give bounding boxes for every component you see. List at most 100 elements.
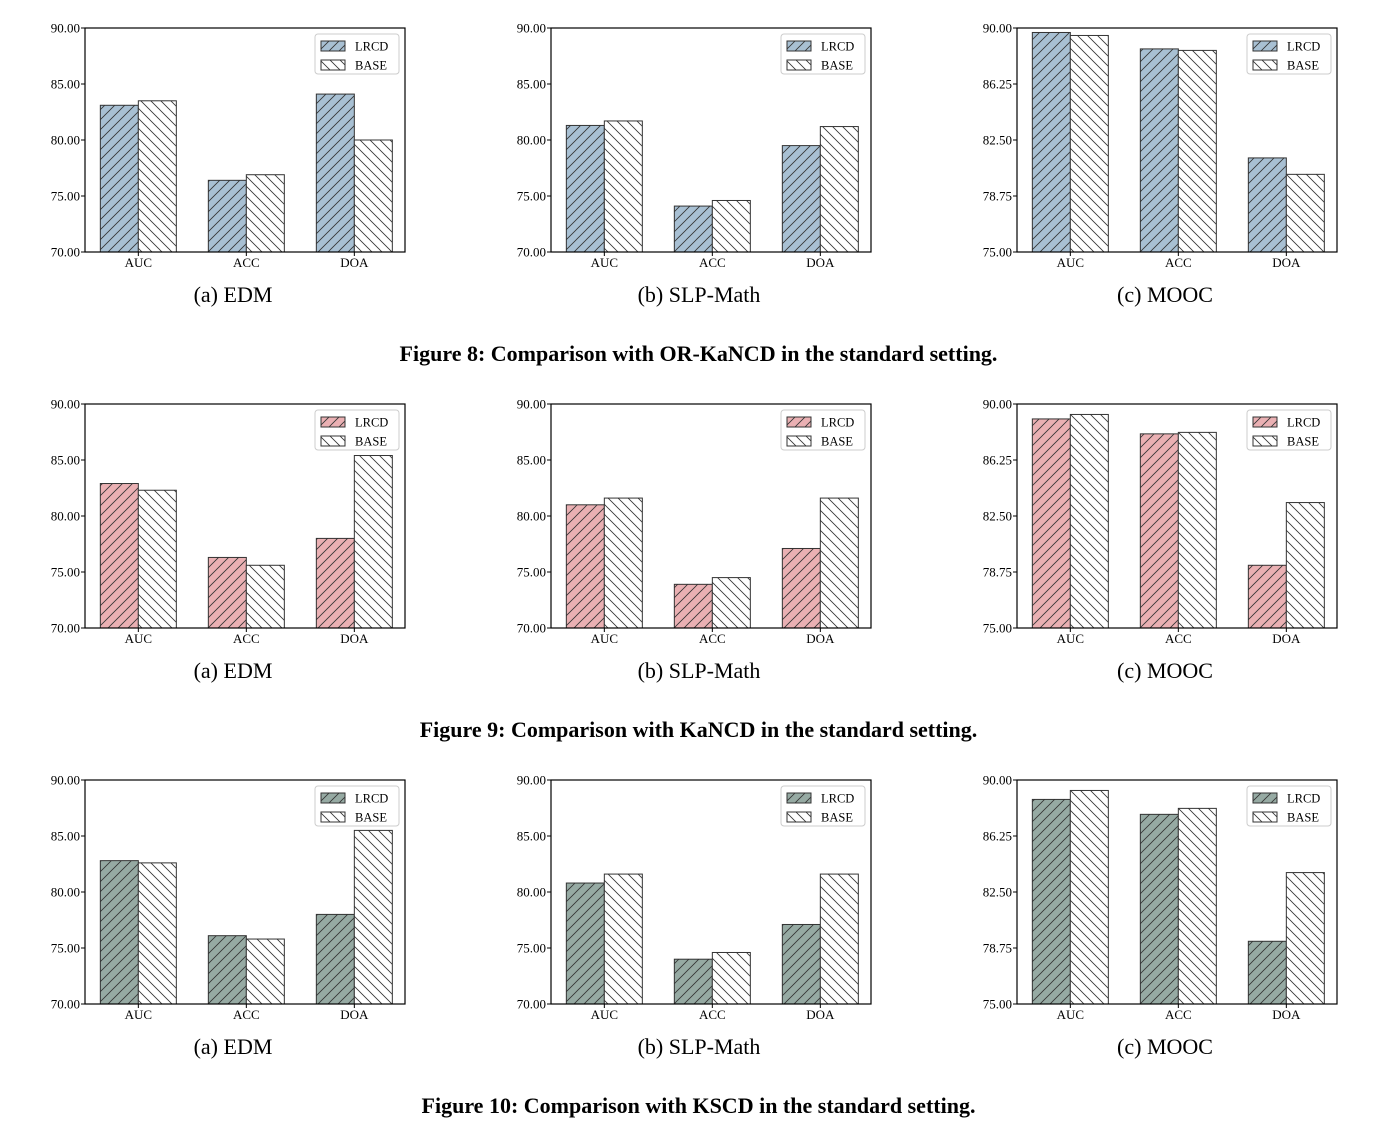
x-tick-label: AUC — [125, 1007, 152, 1022]
y-tick-label: 85.00 — [517, 453, 546, 468]
legend-swatch-lrcd — [320, 40, 346, 52]
legend-swatch-base — [320, 59, 346, 71]
x-tick-label: AUC — [125, 255, 152, 270]
legend: LRCD BASE — [780, 33, 866, 75]
bar-chart: 75.00 78.75 82.50 86.25 90.00 AUC ACC DOA LRCD BA… — [983, 21, 1338, 270]
y-tick-label: 90.00 — [517, 397, 546, 412]
x-tick-label: ACC — [1165, 1007, 1192, 1022]
legend-label-lrcd: LRCD — [355, 40, 388, 54]
y-tick-label: 86.25 — [983, 829, 1012, 844]
y-tick-label: 80.00 — [51, 885, 80, 900]
legend-swatch-base — [786, 435, 812, 447]
panel-caption: (b) SLP-Math — [637, 282, 761, 307]
panel-slp-math: 70.00 75.00 80.00 85.00 90.00 AUC ACC DOA LRCD BA… — [466, 752, 932, 1072]
bar-lrcd-acc — [673, 583, 713, 629]
legend-swatch-base — [1252, 59, 1278, 71]
y-tick-label: 75.00 — [51, 189, 80, 204]
x-tick-label: DOA — [1272, 631, 1301, 646]
bar-chart: 70.00 75.00 80.00 85.00 90.00 AUC ACC DOA LRCD BA… — [51, 773, 406, 1022]
y-tick-label: 75.00 — [51, 565, 80, 580]
legend: LRCD BASE — [314, 785, 400, 827]
y-tick-label: 70.00 — [517, 997, 546, 1012]
bar-base-acc — [1177, 49, 1217, 253]
bar-base-acc — [711, 199, 751, 253]
bar-base-acc — [245, 564, 285, 629]
legend-label-base: BASE — [355, 811, 387, 825]
x-tick-label: DOA — [806, 1007, 835, 1022]
bar-base-auc — [603, 873, 643, 1005]
panel-caption: (c) MOOC — [1117, 658, 1213, 683]
y-tick-label: 90.00 — [51, 21, 80, 36]
bar-lrcd-auc — [99, 483, 139, 629]
legend: LRCD BASE — [314, 409, 400, 451]
legend-swatch-base — [320, 435, 346, 447]
panel-caption: (a) EDM — [193, 282, 273, 307]
bar-lrcd-doa — [1247, 564, 1287, 629]
bar-base-auc — [1069, 789, 1109, 1005]
y-tick-label: 75.00 — [51, 941, 80, 956]
panel-mooc: 75.00 78.75 82.50 86.25 90.00 AUC ACC DOA LRCD BA… — [932, 752, 1397, 1072]
figure-8: 70.00 75.00 80.00 85.00 90.00 AUC ACC DOA LRCD BA… — [0, 0, 1397, 376]
legend-swatch-lrcd — [320, 416, 346, 428]
legend-label-lrcd: LRCD — [821, 40, 854, 54]
bar-chart: 70.00 75.00 80.00 85.00 90.00 AUC ACC DOA LRCD BA… — [517, 21, 872, 270]
x-tick-label: AUC — [125, 631, 152, 646]
x-tick-label: ACC — [1165, 255, 1192, 270]
figure-10: 70.00 75.00 80.00 85.00 90.00 AUC ACC DOA LRCD BA… — [0, 752, 1397, 1128]
legend: LRCD BASE — [1246, 33, 1332, 75]
bar-lrcd-acc — [1139, 48, 1179, 253]
bar-lrcd-doa — [781, 923, 821, 1005]
y-tick-label: 75.00 — [983, 997, 1012, 1012]
bar-lrcd-acc — [207, 935, 247, 1005]
legend-label-base: BASE — [1287, 59, 1319, 73]
y-tick-label: 70.00 — [51, 245, 80, 260]
bar-chart: 70.00 75.00 80.00 85.00 90.00 AUC ACC DOA LRCD BA… — [51, 21, 406, 270]
bar-base-doa — [353, 829, 393, 1005]
panel-caption: (b) SLP-Math — [637, 658, 761, 683]
panel-edm: 70.00 75.00 80.00 85.00 90.00 AUC ACC DOA LRCD BA… — [0, 376, 466, 696]
y-tick-label: 80.00 — [517, 133, 546, 148]
bar-base-doa — [819, 126, 859, 253]
legend: LRCD BASE — [1246, 409, 1332, 451]
bar-base-acc — [245, 938, 285, 1005]
bar-lrcd-acc — [673, 205, 713, 253]
bar-lrcd-doa — [1247, 157, 1287, 253]
bar-lrcd-auc — [565, 124, 605, 253]
legend-swatch-base — [786, 59, 812, 71]
y-tick-label: 82.50 — [983, 885, 1012, 900]
x-tick-label: AUC — [1057, 1007, 1084, 1022]
x-tick-label: DOA — [1272, 1007, 1301, 1022]
bar-base-auc — [603, 497, 643, 629]
panel-slp-math: 70.00 75.00 80.00 85.00 90.00 AUC ACC DOA LRCD BA… — [466, 0, 932, 320]
y-tick-label: 90.00 — [51, 773, 80, 788]
y-tick-label: 80.00 — [517, 509, 546, 524]
legend-swatch-base — [1252, 435, 1278, 447]
y-tick-label: 85.00 — [517, 77, 546, 92]
y-tick-label: 85.00 — [51, 829, 80, 844]
y-tick-label: 70.00 — [517, 621, 546, 636]
y-tick-label: 82.50 — [983, 509, 1012, 524]
x-tick-label: ACC — [233, 255, 260, 270]
y-tick-label: 85.00 — [51, 77, 80, 92]
panel-caption: (a) EDM — [193, 658, 273, 683]
x-tick-label: AUC — [591, 631, 618, 646]
x-tick-label: DOA — [806, 255, 835, 270]
bar-lrcd-auc — [99, 860, 139, 1005]
panel-edm: 70.00 75.00 80.00 85.00 90.00 AUC ACC DOA LRCD BA… — [0, 0, 466, 320]
x-tick-label: ACC — [233, 631, 260, 646]
bar-lrcd-doa — [315, 913, 355, 1005]
bar-base-auc — [137, 100, 177, 253]
bar-lrcd-auc — [99, 104, 139, 253]
plot-frame — [84, 403, 406, 629]
bar-lrcd-doa — [315, 93, 355, 253]
legend-label-lrcd: LRCD — [821, 792, 854, 806]
x-tick-label: ACC — [699, 631, 726, 646]
bar-base-acc — [1177, 431, 1217, 629]
legend-label-base: BASE — [1287, 811, 1319, 825]
plot-frame — [550, 27, 872, 253]
panel-slp-math: 70.00 75.00 80.00 85.00 90.00 AUC ACC DOA LRCD BA… — [466, 376, 932, 696]
bar-base-doa — [819, 497, 859, 629]
x-tick-label: DOA — [806, 631, 835, 646]
y-tick-label: 75.00 — [517, 565, 546, 580]
bar-chart: 70.00 75.00 80.00 85.00 90.00 AUC ACC DOA LRCD BA… — [517, 773, 872, 1022]
